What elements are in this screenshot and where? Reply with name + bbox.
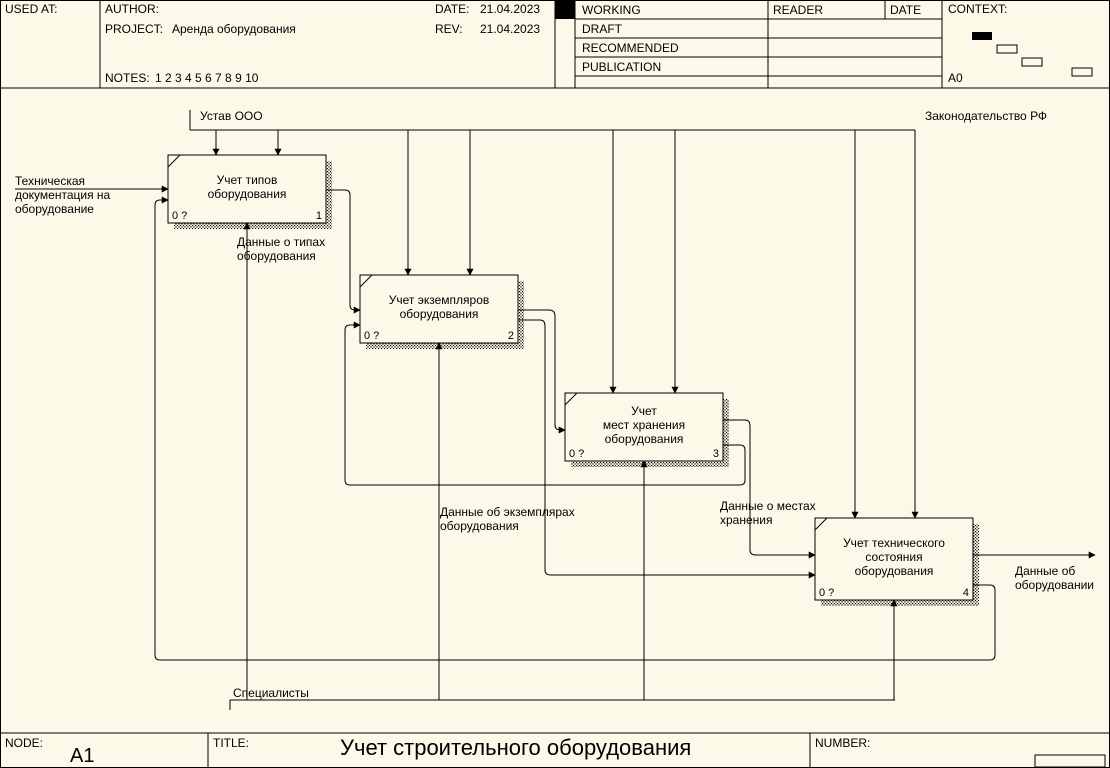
notes-value: 1 2 3 4 5 6 7 8 9 10 xyxy=(155,71,259,85)
author-label: AUTHOR: xyxy=(105,2,159,16)
title-label: TITLE: xyxy=(213,736,249,750)
number-label: NUMBER: xyxy=(815,736,870,750)
date-value: 21.04.2023 xyxy=(480,2,540,16)
rev-label: REV: xyxy=(435,22,463,36)
working-marker xyxy=(555,0,575,19)
recommended-label: RECOMMENDED xyxy=(582,41,679,55)
draft-label: DRAFT xyxy=(582,22,623,36)
svg-text:оборудования: оборудования xyxy=(237,249,316,263)
idef0-diagram: USED AT: AUTHOR: PROJECT: Аренда оборудо… xyxy=(0,0,1110,768)
svg-text:1: 1 xyxy=(316,210,322,222)
working-label: WORKING xyxy=(582,3,641,17)
svg-text:Специалисты: Специалисты xyxy=(233,686,309,700)
svg-text:3: 3 xyxy=(713,448,719,460)
svg-text:оборудование: оборудование xyxy=(15,202,94,216)
svg-text:состояния: состояния xyxy=(865,550,922,564)
svg-text:Учет экземпляров: Учет экземпляров xyxy=(389,293,490,307)
project-value: Аренда оборудования xyxy=(172,22,296,36)
svg-text:Данные о местах: Данные о местах xyxy=(720,499,816,513)
svg-text:Данные об: Данные об xyxy=(1015,564,1075,578)
project-label: PROJECT: xyxy=(105,22,163,36)
svg-text:0 ?: 0 ? xyxy=(172,210,187,222)
svg-text:Устав ООО: Устав ООО xyxy=(200,109,263,123)
svg-text:оборудования: оборудования xyxy=(400,307,479,321)
svg-text:хранения: хранения xyxy=(720,513,772,527)
svg-text:Данные о типах: Данные о типах xyxy=(237,235,325,249)
date2-label: DATE xyxy=(890,3,921,17)
svg-text:0 ?: 0 ? xyxy=(364,330,379,342)
svg-text:Законодательство РФ: Законодательство РФ xyxy=(925,109,1047,123)
title-value: Учет строительного оборудования xyxy=(340,735,691,760)
context-label: CONTEXT: xyxy=(948,2,1007,16)
svg-text:Техническая: Техническая xyxy=(15,174,85,188)
svg-text:2: 2 xyxy=(508,330,514,342)
svg-text:Данные об экземплярах: Данные об экземплярах xyxy=(440,505,575,519)
node-label: NODE: xyxy=(5,736,43,750)
svg-text:документация на: документация на xyxy=(15,188,111,202)
node-value: A1 xyxy=(70,745,94,767)
svg-text:оборудования: оборудования xyxy=(440,519,519,533)
rev-value: 21.04.2023 xyxy=(480,22,540,36)
publication-label: PUBLICATION xyxy=(582,60,661,74)
svg-text:мест хранения: мест хранения xyxy=(603,418,685,432)
reader-label: READER xyxy=(773,3,823,17)
svg-text:Учет: Учет xyxy=(631,404,657,418)
svg-text:0 ?: 0 ? xyxy=(569,448,584,460)
used-at-label: USED AT: xyxy=(5,2,57,16)
svg-text:оборудовании: оборудовании xyxy=(1015,578,1094,592)
svg-text:4: 4 xyxy=(963,587,969,599)
svg-text:Учет технического: Учет технического xyxy=(843,536,945,550)
svg-text:оборудования: оборудования xyxy=(208,187,287,201)
date-label: DATE: xyxy=(435,2,469,16)
svg-text:оборудования: оборудования xyxy=(855,564,934,578)
notes-label: NOTES: xyxy=(105,71,150,85)
svg-text:Учет типов: Учет типов xyxy=(217,173,278,187)
svg-text:0 ?: 0 ? xyxy=(819,587,834,599)
svg-text:оборудования: оборудования xyxy=(605,432,684,446)
context-code: A0 xyxy=(948,71,963,85)
